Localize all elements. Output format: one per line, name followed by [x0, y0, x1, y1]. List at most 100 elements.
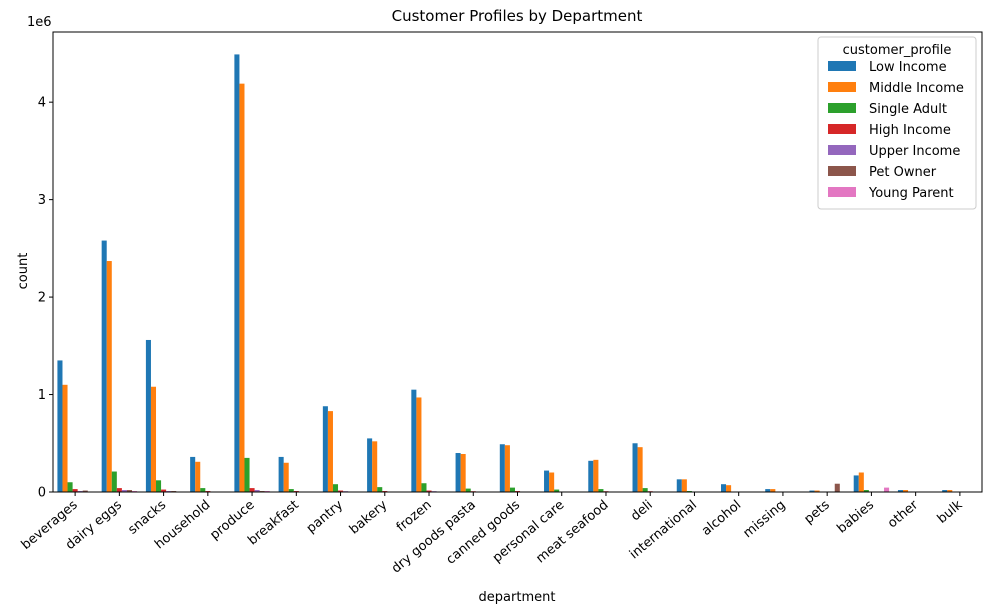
bar-middle-income-pantry [327, 411, 333, 492]
bar-low-income-pantry [322, 406, 328, 492]
bar-low-income-alcohol [721, 484, 727, 492]
bar-single-adult-babies [863, 490, 869, 492]
bar-middle-income-other [903, 490, 909, 492]
bar-low-income-produce [234, 54, 240, 493]
bar-middle-income-bulk [947, 490, 953, 492]
legend-label-upper-income: Upper Income [869, 144, 960, 159]
bar-middle-income-alcohol [726, 485, 732, 492]
y-axis-label: count [16, 253, 31, 290]
bar-middle-income-pets [814, 490, 820, 492]
x-axis-label: department [479, 590, 556, 605]
bar-low-income-dry-goods-pasta [455, 453, 461, 492]
bar-single-adult-beverages [67, 482, 73, 492]
bar-middle-income-household [195, 461, 201, 492]
y-tick-label: 2 [38, 291, 46, 306]
legend-label-low-income: Low Income [869, 60, 947, 75]
bar-high-income-snacks [161, 489, 167, 492]
bar-middle-income-missing [770, 489, 776, 492]
bar-high-income-frozen [426, 490, 432, 492]
x-tick-label: alcohol [699, 498, 744, 539]
bar-low-income-meat-seafood [588, 460, 594, 492]
bar-single-adult-breakfast [288, 489, 294, 492]
bar-single-adult-deli [642, 488, 648, 492]
bar-middle-income-bakery [372, 441, 378, 492]
bar-pet-owner-pets [834, 483, 840, 492]
x-tick-label: bulk [935, 497, 966, 527]
bar-single-adult-dairy-eggs [111, 471, 117, 492]
plot-frame [52, 31, 983, 493]
y-tick-labels: 0 1 2 3 4 [38, 96, 46, 501]
bar-low-income-breakfast [278, 456, 284, 492]
bar-middle-income-snacks [150, 386, 157, 492]
bar-upper-income-dairy-eggs [121, 490, 127, 492]
x-tick-label: pantry [304, 497, 347, 536]
bar-single-adult-dry-goods-pasta [465, 488, 471, 492]
legend-box [817, 36, 977, 210]
bar-low-income-dairy-eggs [101, 240, 107, 492]
bar-middle-income-personal-care [549, 472, 555, 492]
bar-low-income-canned-goods [499, 444, 505, 492]
bar-high-income-pantry [338, 490, 344, 492]
bar-middle-income-deli [637, 447, 643, 492]
legend-label-single-adult: Single Adult [869, 102, 947, 117]
y-tick-label: 3 [38, 193, 46, 208]
bar-pet-owner-dairy-eggs [126, 490, 132, 492]
bar-low-income-snacks [145, 339, 151, 492]
chart-title: Customer Profiles by Department [392, 7, 643, 25]
bar-single-adult-household [200, 488, 206, 492]
bar-middle-income-dairy-eggs [106, 261, 112, 492]
bar-low-income-personal-care [544, 470, 550, 492]
y-tick-label: 0 [38, 486, 46, 501]
bar-low-income-international [676, 479, 682, 492]
bar-low-income-household [190, 456, 196, 492]
legend-title: customer_profile [843, 43, 952, 58]
bar-single-adult-pantry [332, 484, 339, 492]
x-tick-label: bakery [347, 497, 391, 537]
x-tick-label: other [885, 497, 922, 531]
bar-middle-income-dry-goods-pasta [460, 453, 466, 492]
legend-label-young-parent: Young Parent [868, 186, 954, 201]
legend-label-middle-income: Middle Income [869, 81, 964, 96]
bar-single-adult-snacks [156, 480, 162, 492]
bar-high-income-produce [249, 488, 255, 492]
legend: customer_profile Low Income Middle Income… [817, 36, 977, 210]
legend-swatch-pet-owner [828, 166, 856, 176]
bar-young-parent-babies [884, 487, 890, 492]
bar-middle-income-meat-seafood [593, 459, 599, 492]
legend-swatch-high-income [828, 124, 856, 134]
legend-swatch-single-adult [828, 103, 856, 113]
axis-ticks [49, 101, 961, 496]
y-tick-label: 1 [38, 388, 46, 403]
bar-single-adult-meat-seafood [598, 489, 604, 492]
bar-low-income-beverages [57, 360, 63, 492]
bar-middle-income-beverages [62, 384, 68, 492]
x-tick-label: babies [835, 497, 878, 536]
bars [57, 54, 978, 493]
bar-low-income-babies [853, 475, 859, 492]
bar-single-adult-bakery [377, 487, 383, 492]
x-tick-label: deli [628, 498, 656, 525]
legend-swatch-middle-income [828, 82, 856, 92]
bar-upper-income-produce [254, 490, 260, 492]
x-tick-label: frozen [394, 498, 435, 536]
bar-pet-owner-beverages [82, 490, 88, 492]
bar-middle-income-frozen [416, 397, 422, 492]
x-tick-label: missing [741, 498, 789, 542]
bar-middle-income-breakfast [283, 462, 289, 492]
bar-single-adult-produce [244, 457, 250, 492]
bar-high-income-beverages [72, 489, 78, 492]
y-scale-label: 1e6 [27, 15, 52, 30]
bar-high-income-dairy-eggs [116, 488, 122, 492]
legend-swatch-low-income [828, 61, 856, 71]
bar-low-income-deli [632, 443, 638, 492]
bar-low-income-missing [765, 489, 771, 492]
legend-label-high-income: High Income [869, 123, 951, 138]
legend-swatch-young-parent [828, 187, 856, 197]
bar-low-income-bakery [367, 438, 373, 492]
bar-single-adult-personal-care [554, 489, 560, 492]
legend-label-pet-owner: Pet Owner [869, 165, 937, 180]
bar-middle-income-produce [239, 83, 245, 493]
bar-single-adult-frozen [421, 483, 427, 492]
